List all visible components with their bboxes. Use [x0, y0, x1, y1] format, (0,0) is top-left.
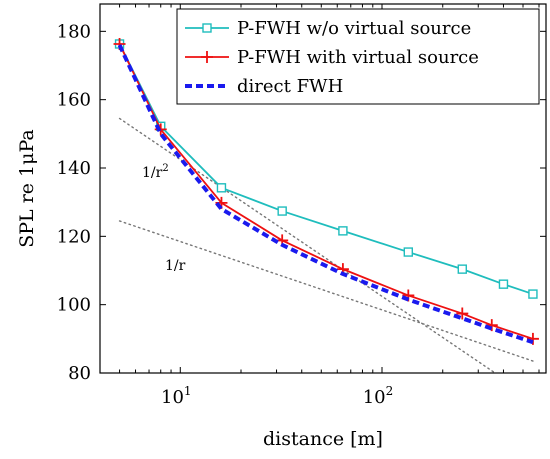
plot-frame	[99, 3, 547, 374]
data-point	[277, 206, 287, 216]
reference-label-1: 1/r	[165, 258, 186, 274]
data-point	[403, 247, 414, 257]
axis-labels: 1/r 1/r2 80 100 120 140 160 180 101 102 distance […	[16, 21, 393, 450]
x-tick-label: 101	[161, 384, 192, 408]
x-tick-label-exponent: 1	[184, 384, 192, 398]
legend-label-2: P-FWH with virtual source	[237, 47, 479, 68]
data-point	[456, 307, 469, 320]
x-tick-label: 102	[363, 384, 394, 408]
y-axis-title: SPL re 1μPa	[16, 129, 38, 248]
reference-label-2: 1/r2	[142, 163, 169, 181]
y-tick-label: 100	[57, 295, 91, 316]
y-tick-label: 160	[57, 90, 91, 111]
legend-box	[176, 8, 540, 105]
data-point	[498, 279, 509, 289]
y-tick-label: 120	[57, 226, 91, 247]
data-point	[528, 289, 538, 299]
data-point	[338, 226, 348, 236]
legend-label-3: direct FWH	[237, 76, 343, 97]
series-layer	[113, 37, 539, 345]
x-axis-title: distance [m]	[263, 428, 383, 450]
y-tick-label: 180	[57, 21, 91, 42]
legend-marker	[201, 51, 213, 63]
reference-label-exponent: 2	[162, 163, 168, 174]
series-3	[117, 44, 534, 345]
data-point	[216, 183, 227, 193]
reference-line-1	[118, 220, 534, 362]
legend-label-1: P-FWH w/o virtual source	[237, 18, 471, 39]
series-1	[114, 39, 538, 299]
legend: P-FWH w/o virtual source P-FWH with virtu…	[176, 8, 540, 105]
axis-ticks	[99, 4, 546, 374]
reference-line-2	[118, 117, 497, 373]
series-line-3	[117, 44, 534, 345]
legend-marker	[202, 23, 212, 33]
y-tick-label: 80	[68, 363, 91, 384]
reference-lines	[118, 117, 534, 373]
y-tick-label: 140	[57, 158, 91, 179]
data-point	[457, 264, 467, 274]
x-tick-label-exponent: 2	[386, 384, 394, 398]
